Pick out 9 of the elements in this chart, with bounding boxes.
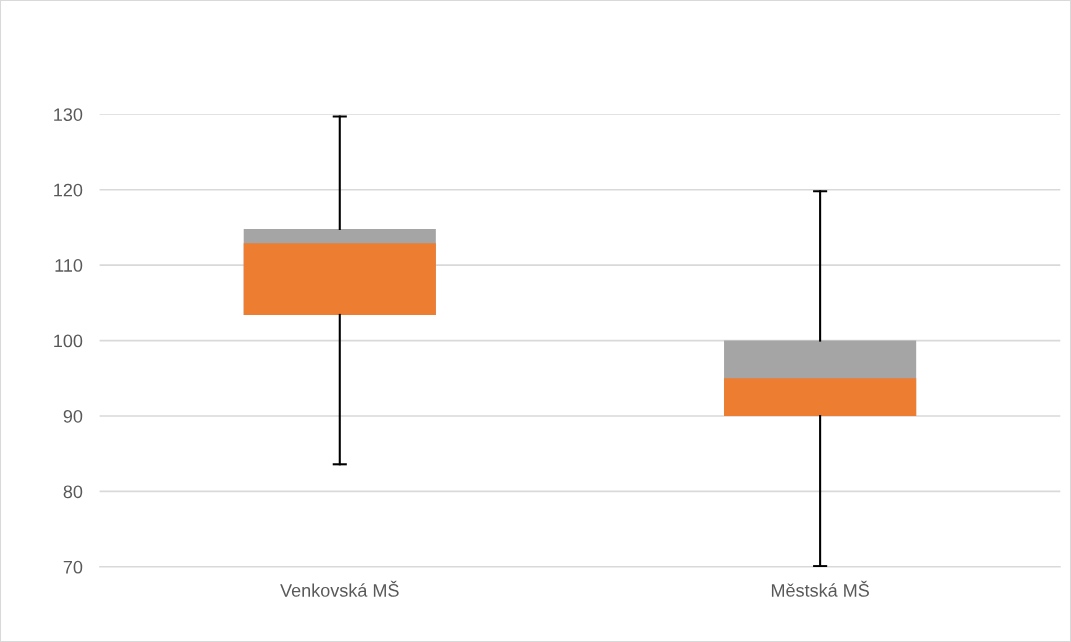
y-tick-label: 90 <box>63 409 83 423</box>
y-tick-label: 80 <box>63 485 83 499</box>
y-tick-label: 100 <box>54 334 83 348</box>
y-tick-label: 130 <box>54 108 83 121</box>
y-tick-label: 120 <box>54 183 83 197</box>
y-tick-label: 70 <box>63 560 83 574</box>
x-tick-label: Venkovská MŠ <box>280 580 399 597</box>
y-tick-label: 110 <box>55 259 83 272</box>
x-tick-label: Městská MŠ <box>771 580 869 597</box>
